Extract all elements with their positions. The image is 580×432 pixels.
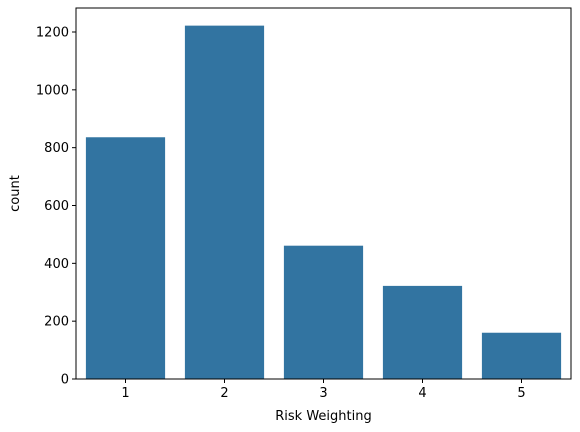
y-tick-label: 800 [44,141,69,156]
x-axis-ticks: 1 2 3 4 5 [121,379,526,401]
y-tick-label: 1000 [36,83,69,98]
x-tick-label: 4 [418,386,426,401]
x-tick-label: 3 [319,386,327,401]
bar-1 [85,137,166,379]
y-tick-label: 600 [44,199,69,214]
plot-frame [75,7,572,380]
y-tick-label: 400 [44,257,69,272]
y-axis-label: count [8,175,23,212]
bar-4 [382,285,463,379]
bar-2 [184,25,265,379]
x-tick-label: 1 [121,386,129,401]
bar-5 [481,332,562,379]
x-axis-label: Risk Weighting [275,409,371,424]
x-tick-label: 5 [517,386,525,401]
bars [85,25,562,379]
bar-3 [283,245,364,379]
y-axis-ticks: 0 200 400 600 800 1000 1200 [36,26,76,388]
y-tick-label: 0 [61,373,69,388]
x-tick-label: 2 [220,386,228,401]
y-tick-label: 1200 [36,26,69,41]
y-tick-label: 200 [44,315,69,330]
